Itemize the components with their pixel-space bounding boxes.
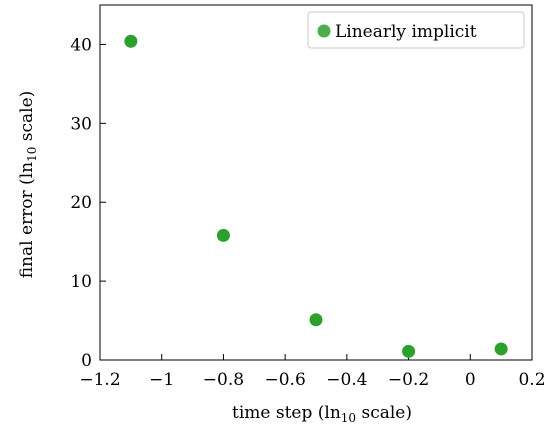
data-point xyxy=(494,342,508,356)
data-point xyxy=(309,313,323,327)
x-axis-title-sub: 10 xyxy=(341,411,356,425)
x-tick-label: −0.4 xyxy=(326,370,367,390)
legend: Linearly implicit xyxy=(307,11,525,49)
x-tick-label: −0.6 xyxy=(265,370,306,390)
y-tick-label: 0 xyxy=(81,351,92,371)
y-axis-title-post: scale) xyxy=(17,91,37,147)
x-tick-label: −1.2 xyxy=(79,370,120,390)
y-tick-label: 10 xyxy=(70,272,92,292)
x-axis-title-post: scale) xyxy=(356,403,412,423)
x-axis-title-pre: time step (ln xyxy=(232,403,341,423)
axes: −1.2 −1 −0.8 −0.6 −0.4 −0.2 0 0.2 0 10 20 30 40 xyxy=(70,4,544,390)
data-point xyxy=(402,344,416,358)
y-axis-title: final error (ln10 scale) xyxy=(17,91,39,279)
x-tick-label: −0.8 xyxy=(203,370,244,390)
x-tick-label: −0.2 xyxy=(388,370,429,390)
data-points xyxy=(124,34,508,358)
legend-marker xyxy=(317,24,331,38)
y-axis-ticks: 0 10 20 30 40 xyxy=(70,35,106,371)
y-axis-title-sub: 10 xyxy=(25,147,39,162)
legend-label: Linearly implicit xyxy=(335,22,477,42)
data-point xyxy=(124,34,138,48)
x-axis-ticks: −1.2 −1 −0.8 −0.6 −0.4 −0.2 0 0.2 xyxy=(79,354,544,390)
y-tick-label: 30 xyxy=(70,114,92,134)
x-tick-label: 0.2 xyxy=(518,370,544,390)
plot-frame xyxy=(99,4,533,361)
y-axis-title-pre: final error (ln xyxy=(17,162,37,278)
legend-box xyxy=(307,11,525,49)
x-tick-label: −1 xyxy=(149,370,174,390)
y-tick-label: 20 xyxy=(70,193,92,213)
x-tick-label: 0 xyxy=(465,370,476,390)
y-tick-label: 40 xyxy=(70,35,92,55)
x-axis-title: time step (ln10 scale) xyxy=(232,403,412,425)
data-point xyxy=(216,228,230,242)
